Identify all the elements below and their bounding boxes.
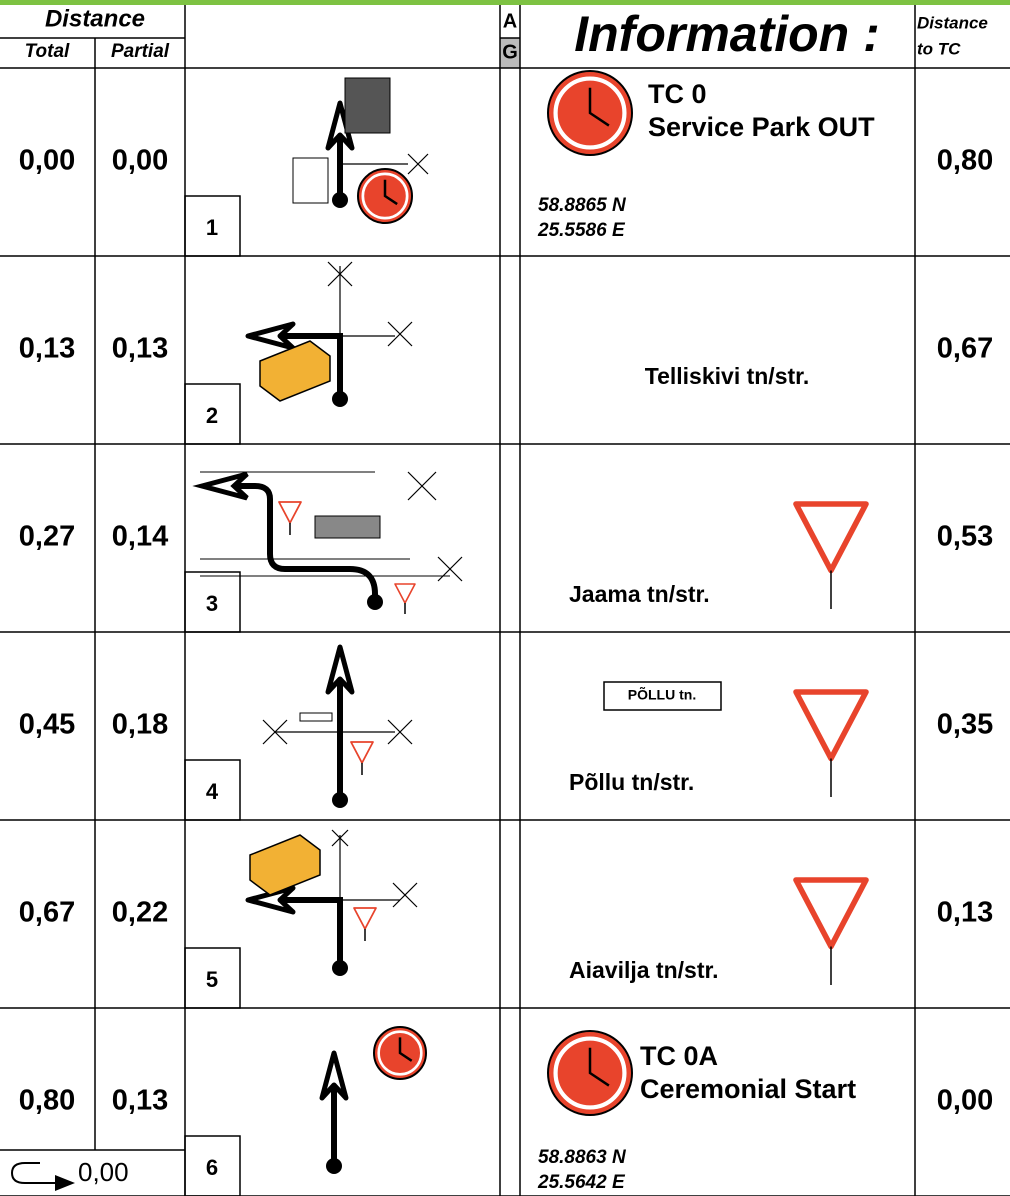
- yield-sign: [796, 880, 866, 947]
- street-name: Aiavilja tn/str.: [569, 957, 719, 983]
- street-name: Põllu tn/str.: [569, 769, 694, 795]
- box-number: 1: [206, 215, 218, 240]
- coordinates: 58.8863 N: [538, 1147, 627, 1168]
- partial-distance: 0,22: [112, 897, 168, 929]
- coordinates: 25.5586 E: [537, 220, 626, 241]
- street-name: Telliskivi tn/str.: [645, 363, 809, 389]
- building-icon: [345, 78, 390, 133]
- street-sign-text: PÕLLU tn.: [628, 686, 696, 703]
- tc-text: TC 0: [648, 79, 707, 109]
- distance-to-tc: 0,35: [937, 709, 993, 741]
- start-dot: [367, 594, 383, 610]
- total-distance: 0,13: [19, 333, 75, 365]
- distance-to-tc: 0,80: [937, 145, 993, 177]
- distance-to-tc: 0,53: [937, 521, 993, 553]
- partial-distance: 0,14: [112, 521, 168, 553]
- distance-to-tc: 0,00: [937, 1085, 993, 1117]
- total-distance: 0,00: [19, 145, 75, 177]
- partial-distance: 0,13: [112, 333, 168, 365]
- roadbook-sheet: Distance Total Partial A G Information :…: [0, 0, 1010, 1196]
- tc-text: Ceremonial Start: [640, 1074, 856, 1104]
- page: {"header": {"distance": "Distance", "tot…: [0, 0, 1010, 1196]
- distance-to-tc-header: Distance: [917, 13, 988, 32]
- yield-sign: [351, 742, 373, 763]
- yield-sign: [796, 692, 866, 759]
- total-distance: 0,80: [19, 1085, 75, 1117]
- total-distance: 0,67: [19, 897, 75, 929]
- reset-distance: 0,00: [78, 1157, 129, 1187]
- g-header: G: [502, 41, 518, 63]
- information-header: Information :: [574, 6, 880, 62]
- box-number: 5: [206, 967, 218, 992]
- street-sign-small: [300, 713, 332, 721]
- total-distance: 0,27: [19, 521, 75, 553]
- distance-to-tc: 0,67: [937, 333, 993, 365]
- house-icon: [250, 835, 320, 895]
- building-icon: [293, 158, 328, 203]
- distance-to-tc-header: to TC: [917, 39, 961, 58]
- distance-header: Distance: [45, 5, 145, 32]
- house-icon: [260, 341, 330, 401]
- distance-to-tc: 0,13: [937, 897, 993, 929]
- yield-sign: [279, 502, 301, 523]
- total-header: Total: [25, 41, 70, 62]
- a-header: A: [503, 10, 517, 32]
- street-name: Jaama tn/str.: [569, 581, 710, 607]
- box-number: 6: [206, 1155, 218, 1180]
- box-number: 4: [206, 779, 219, 804]
- partial-header: Partial: [111, 41, 170, 62]
- box-number: 2: [206, 403, 218, 428]
- box-number: 3: [206, 591, 218, 616]
- coordinates: 58.8865 N: [538, 195, 627, 216]
- tc-text: TC 0A: [640, 1041, 718, 1071]
- partial-distance: 0,18: [112, 709, 168, 741]
- yield-sign: [354, 908, 376, 929]
- yield-sign: [395, 584, 415, 603]
- top-strip: [0, 0, 1010, 5]
- total-distance: 0,45: [19, 709, 75, 741]
- reset-arrow: [12, 1163, 60, 1183]
- yield-sign: [796, 504, 866, 571]
- reset-arrow-head: [55, 1175, 75, 1191]
- coordinates: 25.5642 E: [537, 1172, 626, 1193]
- partial-distance: 0,13: [112, 1085, 168, 1117]
- partial-distance: 0,00: [112, 145, 168, 177]
- tc-text: Service Park OUT: [648, 112, 875, 142]
- building-icon: [315, 516, 380, 538]
